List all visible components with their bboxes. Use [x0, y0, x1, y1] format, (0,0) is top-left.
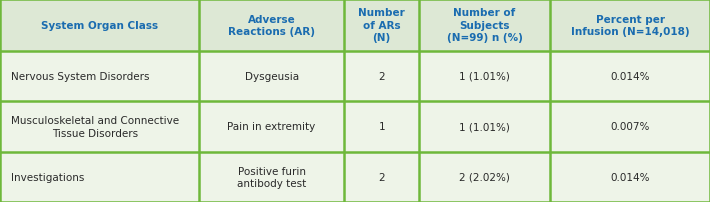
- Text: Musculoskeletal and Connective
Tissue Disorders: Musculoskeletal and Connective Tissue Di…: [11, 116, 179, 138]
- Text: 1: 1: [378, 122, 385, 132]
- Text: Percent per
Infusion (N=14,018): Percent per Infusion (N=14,018): [571, 15, 689, 37]
- Text: System Organ Class: System Organ Class: [41, 21, 158, 31]
- Text: 1 (1.01%): 1 (1.01%): [459, 122, 510, 132]
- Text: 1 (1.01%): 1 (1.01%): [459, 72, 510, 82]
- Text: Pain in extremity: Pain in extremity: [227, 122, 316, 132]
- Text: Positive furin
antibody test: Positive furin antibody test: [237, 166, 306, 188]
- Text: 0.014%: 0.014%: [611, 172, 650, 182]
- Text: 0.007%: 0.007%: [611, 122, 650, 132]
- Bar: [0, 52, 710, 102]
- Text: 0.014%: 0.014%: [611, 72, 650, 82]
- Bar: [0, 0, 710, 52]
- Text: Investigations: Investigations: [11, 172, 84, 182]
- Text: 2: 2: [378, 72, 385, 82]
- Text: 2: 2: [378, 172, 385, 182]
- Text: Number
of ARs
(N): Number of ARs (N): [359, 8, 405, 43]
- Text: 2 (2.02%): 2 (2.02%): [459, 172, 510, 182]
- Bar: [0, 102, 710, 152]
- Bar: [0, 152, 710, 202]
- Text: Nervous System Disorders: Nervous System Disorders: [11, 72, 149, 82]
- Text: Number of
Subjects
(N=99) n (%): Number of Subjects (N=99) n (%): [447, 8, 523, 43]
- Text: Adverse
Reactions (AR): Adverse Reactions (AR): [228, 15, 315, 37]
- Text: Dysgeusia: Dysgeusia: [244, 72, 299, 82]
